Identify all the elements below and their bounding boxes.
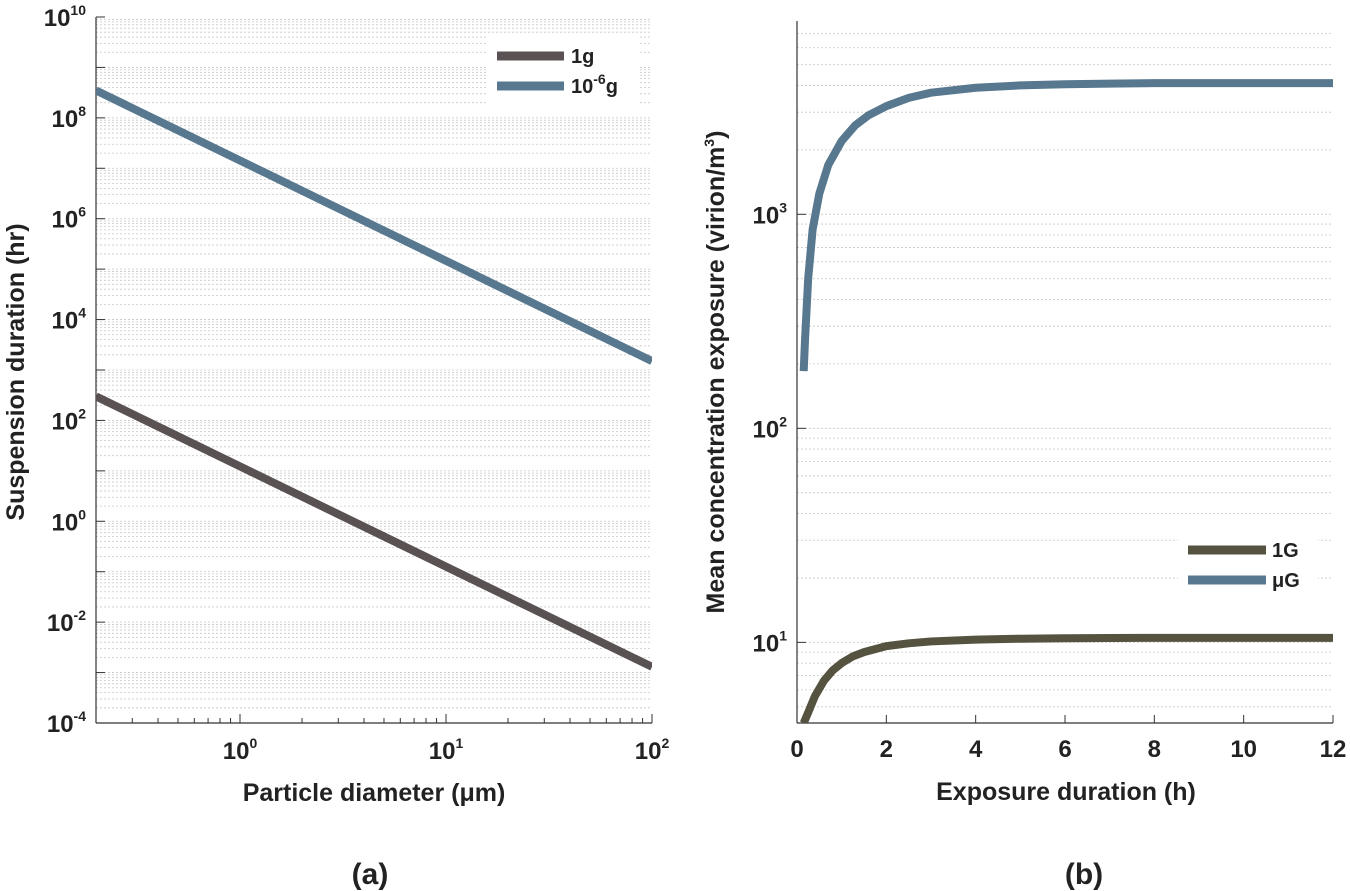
legend: 1g 10-6g: [488, 34, 640, 104]
y-axis-title: Suspension duration (hr): [2, 223, 30, 520]
x-tick-label: 10: [1230, 736, 1257, 763]
y-tick-label: 10-4: [47, 708, 86, 738]
x-axis-title: Exposure duration (h): [936, 778, 1196, 806]
y-tick-label: 103: [753, 199, 788, 229]
x-tick-label: 12: [1320, 736, 1347, 763]
panel-label-b: (b): [1065, 858, 1103, 891]
x-tick-label: 0: [790, 736, 803, 763]
x-tick-label: 4: [969, 736, 983, 763]
legend-label: 1G: [1272, 540, 1299, 562]
legend-label: 1g: [571, 46, 594, 68]
series-group: [96, 86, 652, 671]
y-tick-label: 102: [753, 413, 788, 443]
x-tick-label: 8: [1148, 736, 1161, 763]
x-tick-label: 6: [1058, 736, 1071, 763]
x-tick-label: 101: [429, 735, 464, 765]
panel-label-a: (a): [352, 858, 389, 891]
legend-label: μG: [1272, 570, 1300, 592]
series-line-second: [799, 79, 1333, 372]
series-line-second: [96, 86, 652, 365]
y-tick-label: 104: [52, 305, 87, 335]
legend: 1G μG: [1178, 536, 1318, 606]
y-tick-label: 102: [52, 405, 87, 435]
y-axis-title: Mean concentration exposure (virion/m3): [701, 131, 730, 614]
series-group: [799, 79, 1333, 723]
panel-a: 100 101 102 10-4 10-2 100 102 104 106 108 1010 Part…: [2, 2, 669, 891]
legend-box: [488, 34, 640, 104]
x-tick-label: 100: [223, 735, 258, 765]
x-axis-title: Particle diameter (μm): [243, 779, 506, 807]
x-tick-label: 2: [880, 736, 893, 763]
panel-b: 0 2 4 6 8 10 12 101 102 103 Exposure duration (h) M…: [701, 21, 1346, 891]
y-tick-label: 100: [52, 506, 87, 536]
series-line-first: [96, 392, 652, 671]
legend-label: 10-6g: [571, 71, 618, 98]
y-tick-label: 10-2: [47, 607, 86, 637]
y-tick-label: 101: [753, 627, 788, 657]
y-tick-label: 106: [52, 204, 87, 234]
y-tick-label: 108: [52, 103, 87, 133]
series-line-first: [800, 633, 1333, 723]
grid-lines: [96, 18, 652, 709]
y-tick-label: 1010: [44, 2, 86, 32]
x-tick-label: 102: [635, 735, 670, 765]
